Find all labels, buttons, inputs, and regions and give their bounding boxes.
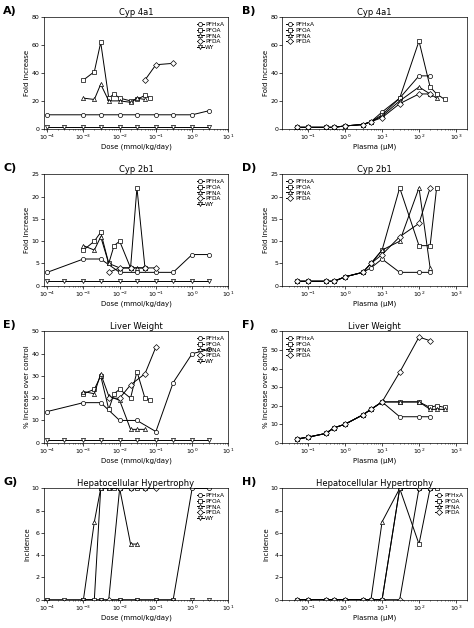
Y-axis label: Fold Increase: Fold Increase <box>263 207 269 253</box>
Text: G): G) <box>3 477 18 487</box>
Legend: PFHxA, PFOA, PFNA, PFDA, WY: PFHxA, PFOA, PFNA, PFDA, WY <box>195 177 226 208</box>
Title: Hepatocellular Hypertrophy: Hepatocellular Hypertrophy <box>316 479 433 488</box>
Y-axis label: Fold Increase: Fold Increase <box>24 207 30 253</box>
Y-axis label: % Increase over control: % Increase over control <box>263 345 269 428</box>
Legend: PFHxA, PFOA, PFNA, PFDA, WY: PFHxA, PFOA, PFNA, PFDA, WY <box>195 491 226 522</box>
X-axis label: Plasma (μM): Plasma (μM) <box>353 458 396 464</box>
Title: Cyp 4a1: Cyp 4a1 <box>119 8 153 17</box>
Legend: PFHxA, PFOA, PFNA, PFDA: PFHxA, PFOA, PFNA, PFDA <box>285 177 315 203</box>
X-axis label: Plasma (μM): Plasma (μM) <box>353 144 396 150</box>
Text: H): H) <box>242 477 256 487</box>
X-axis label: Plasma (μM): Plasma (μM) <box>353 615 396 621</box>
Title: Cyp 2b1: Cyp 2b1 <box>357 165 392 174</box>
Legend: PFHxA, PFOA, PFNA, PFDA, WY: PFHxA, PFOA, PFNA, PFDA, WY <box>195 20 226 51</box>
Y-axis label: Fold Increase: Fold Increase <box>263 50 269 96</box>
Title: Cyp 4a1: Cyp 4a1 <box>357 8 392 17</box>
Title: Liver Weight: Liver Weight <box>348 322 401 331</box>
Text: D): D) <box>242 163 256 173</box>
X-axis label: Dose (mmol/kg/day): Dose (mmol/kg/day) <box>100 458 172 464</box>
Y-axis label: Fold Increase: Fold Increase <box>24 50 30 96</box>
Title: Cyp 2b1: Cyp 2b1 <box>118 165 154 174</box>
X-axis label: Plasma (μM): Plasma (μM) <box>353 301 396 307</box>
Legend: PFHxA, PFOA, PFNA, PFDA: PFHxA, PFOA, PFNA, PFDA <box>285 20 315 46</box>
Text: B): B) <box>242 6 255 16</box>
Text: C): C) <box>3 163 16 173</box>
Legend: PFHxA, PFOA, PFNA, PFDA: PFHxA, PFOA, PFNA, PFDA <box>434 491 464 517</box>
Y-axis label: Incidence: Incidence <box>263 528 269 561</box>
Legend: PFHxA, PFOA, PFNA, PFDA: PFHxA, PFOA, PFNA, PFDA <box>285 334 315 360</box>
Y-axis label: Incidence: Incidence <box>24 528 30 561</box>
X-axis label: Dose (mmol/kg/day): Dose (mmol/kg/day) <box>100 615 172 621</box>
Title: Liver Weight: Liver Weight <box>109 322 163 331</box>
Legend: PFHxA, PFOA, PFNA, PFDA, WY: PFHxA, PFOA, PFNA, PFDA, WY <box>195 334 226 365</box>
X-axis label: Dose (mmol/kg/day): Dose (mmol/kg/day) <box>100 301 172 307</box>
X-axis label: Dose (mmol/kg/day): Dose (mmol/kg/day) <box>100 144 172 150</box>
Title: Hepatocellular Hypertrophy: Hepatocellular Hypertrophy <box>77 479 194 488</box>
Text: A): A) <box>3 6 17 16</box>
Text: F): F) <box>242 320 255 330</box>
Text: E): E) <box>3 320 16 330</box>
Y-axis label: % Increase over control: % Increase over control <box>24 345 30 428</box>
